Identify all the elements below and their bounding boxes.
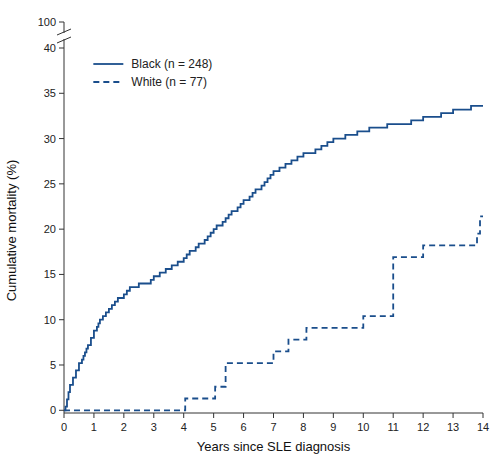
y-tick-label: 30 [44, 133, 56, 145]
x-tick [64, 413, 65, 418]
plot-area [64, 106, 483, 410]
x-tick [483, 413, 484, 418]
x-tick-label: 3 [151, 421, 157, 433]
x-tick-label: 6 [241, 421, 247, 433]
y-tick-label: 40 [44, 42, 56, 54]
x-tick [183, 413, 184, 418]
y-axis-line [64, 22, 65, 413]
x-tick-label: 13 [447, 421, 459, 433]
y-tick [59, 410, 64, 411]
y-tick-label: 5 [50, 359, 56, 371]
annotation: 100 [38, 16, 56, 28]
y-tick [59, 229, 64, 230]
x-tick-label: 8 [300, 421, 306, 433]
y-tick [59, 183, 64, 184]
x-tick-label: 0 [61, 421, 67, 433]
legend-swatch [93, 81, 123, 83]
x-tick [153, 413, 154, 418]
x-tick-label: 2 [121, 421, 127, 433]
legend-entry: Black (n = 248) [131, 57, 212, 71]
axis-break-mark [57, 37, 71, 43]
y-tick [59, 93, 64, 94]
x-tick-label: 14 [477, 421, 489, 433]
legend-entry: White (n = 77) [131, 75, 207, 89]
chart: 100051015202530354001234567891011121314Y… [0, 0, 501, 463]
x-tick-label: 7 [270, 421, 276, 433]
x-tick-label: 5 [211, 421, 217, 433]
x-tick [333, 413, 334, 418]
x-tick-label: 12 [417, 421, 429, 433]
legend-swatch [93, 63, 123, 65]
y-tick-label: 35 [44, 87, 56, 99]
series-line [64, 106, 483, 410]
x-tick [243, 413, 244, 418]
y-tick [59, 48, 64, 49]
x-tick-label: 4 [181, 421, 187, 433]
x-tick [453, 413, 454, 418]
y-tick-label: 10 [44, 314, 56, 326]
y-tick [59, 138, 64, 139]
y-tick [59, 274, 64, 275]
x-tick [303, 413, 304, 418]
x-tick-label: 1 [91, 421, 97, 433]
y-tick-label: 15 [44, 268, 56, 280]
series-line [64, 216, 483, 410]
x-tick [393, 413, 394, 418]
x-tick [273, 413, 274, 418]
x-axis-label: Years since SLE diagnosis [197, 439, 351, 454]
axis-break-mark [57, 29, 71, 35]
x-tick [423, 413, 424, 418]
x-tick [363, 413, 364, 418]
y-tick [59, 364, 64, 365]
x-tick-label: 9 [330, 421, 336, 433]
y-tick-label: 20 [44, 223, 56, 235]
x-tick [93, 413, 94, 418]
x-tick [123, 413, 124, 418]
y-tick-label: 25 [44, 178, 56, 190]
y-axis-label: Cumulative mortality (%) [4, 160, 19, 302]
y-tick [59, 319, 64, 320]
x-tick-label: 10 [357, 421, 369, 433]
y-tick-label: 0 [50, 404, 56, 416]
x-tick [213, 413, 214, 418]
axis-break-tick [59, 22, 64, 23]
legend: Black (n = 248) White (n = 77) [93, 57, 212, 89]
x-tick-label: 11 [388, 421, 399, 433]
